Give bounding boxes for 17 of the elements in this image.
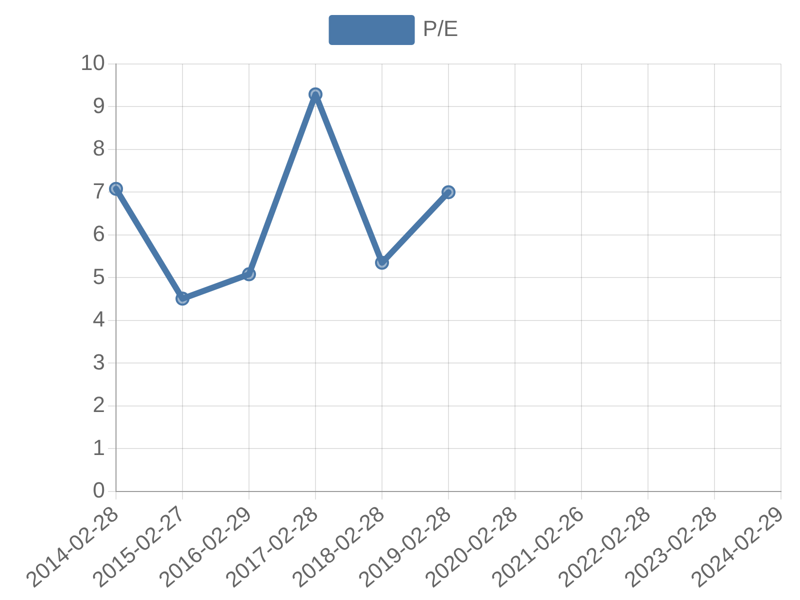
legend-label: P/E — [422, 16, 458, 42]
y-tick-label: 5 — [92, 264, 105, 289]
point — [375, 256, 390, 270]
point — [242, 267, 256, 282]
point — [308, 87, 323, 102]
y-tick-label: 9 — [92, 92, 105, 118]
y-tick-label: 10 — [80, 50, 105, 76]
point — [176, 292, 190, 306]
y-tick-label: 3 — [92, 349, 105, 374]
y-tick-label: 2 — [92, 392, 105, 418]
y-tick-label: 4 — [92, 306, 105, 332]
y-tick-label: 7 — [92, 178, 105, 204]
y-tick-label: 8 — [92, 136, 105, 161]
y-tick-label: 0 — [92, 478, 105, 503]
point — [442, 185, 456, 200]
y-tick-label: 1 — [92, 434, 105, 460]
y-tick-label: 6 — [92, 221, 105, 246]
